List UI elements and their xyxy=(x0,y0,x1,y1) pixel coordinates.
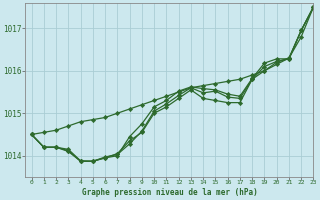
X-axis label: Graphe pression niveau de la mer (hPa): Graphe pression niveau de la mer (hPa) xyxy=(82,188,257,197)
